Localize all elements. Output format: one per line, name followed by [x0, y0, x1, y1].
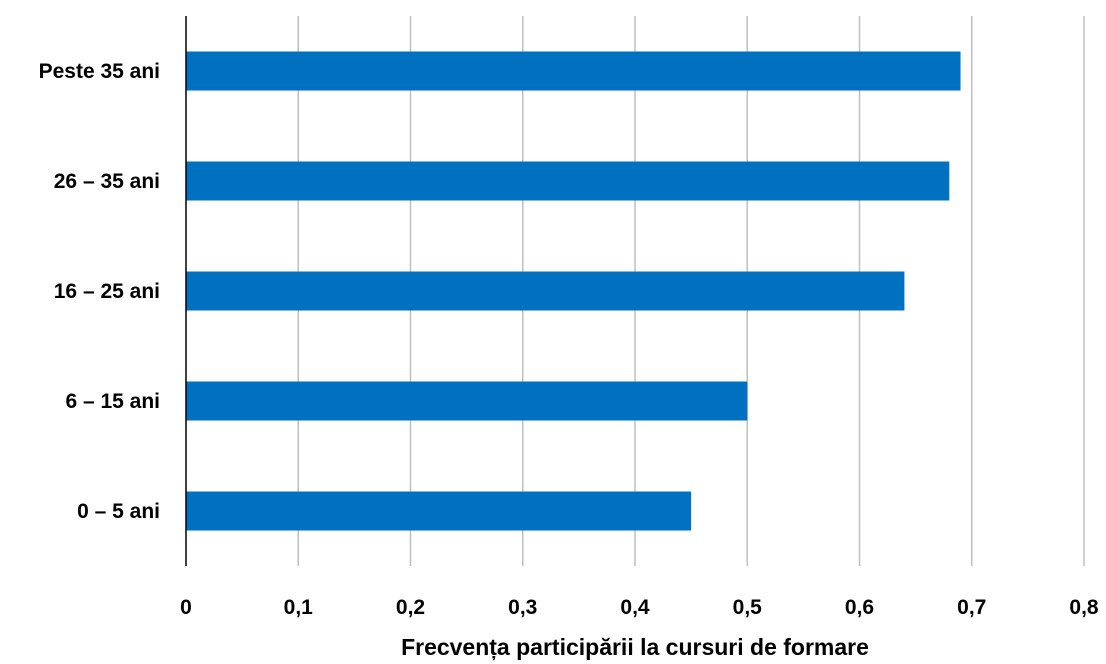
x-tick-label: 0,8	[1069, 596, 1099, 619]
x-tick-labels: 0 0,1 0,2 0,3 0,4 0,5 0,6 0,7 0,8	[180, 596, 1099, 619]
bar	[186, 161, 950, 201]
x-tick-label: 0,4	[620, 596, 650, 619]
x-tick-label: 0,1	[284, 596, 314, 619]
x-axis-title: Frecvența participării la cursuri de for…	[401, 634, 869, 661]
category-label: 16 – 25 ani	[54, 280, 160, 303]
bar	[186, 51, 961, 91]
category-label: 6 – 15 ani	[65, 390, 160, 413]
bar	[186, 271, 905, 311]
x-tick-label: 0,5	[733, 596, 763, 619]
bar	[186, 381, 748, 421]
category-label: Peste 35 ani	[39, 60, 160, 83]
category-labels: Peste 35 ani 26 – 35 ani 16 – 25 ani 6 – 15…	[39, 60, 160, 523]
x-tick-label: 0,3	[508, 596, 537, 619]
category-label: 26 – 35 ani	[54, 170, 160, 193]
category-label: 0 – 5 ani	[77, 500, 160, 523]
bar	[186, 491, 692, 531]
x-tick-label: 0,2	[396, 596, 425, 619]
x-tick-label: 0,7	[957, 596, 986, 619]
bars	[186, 51, 961, 531]
x-tick-label: 0,6	[845, 596, 874, 619]
x-tick-label: 0	[180, 596, 192, 619]
